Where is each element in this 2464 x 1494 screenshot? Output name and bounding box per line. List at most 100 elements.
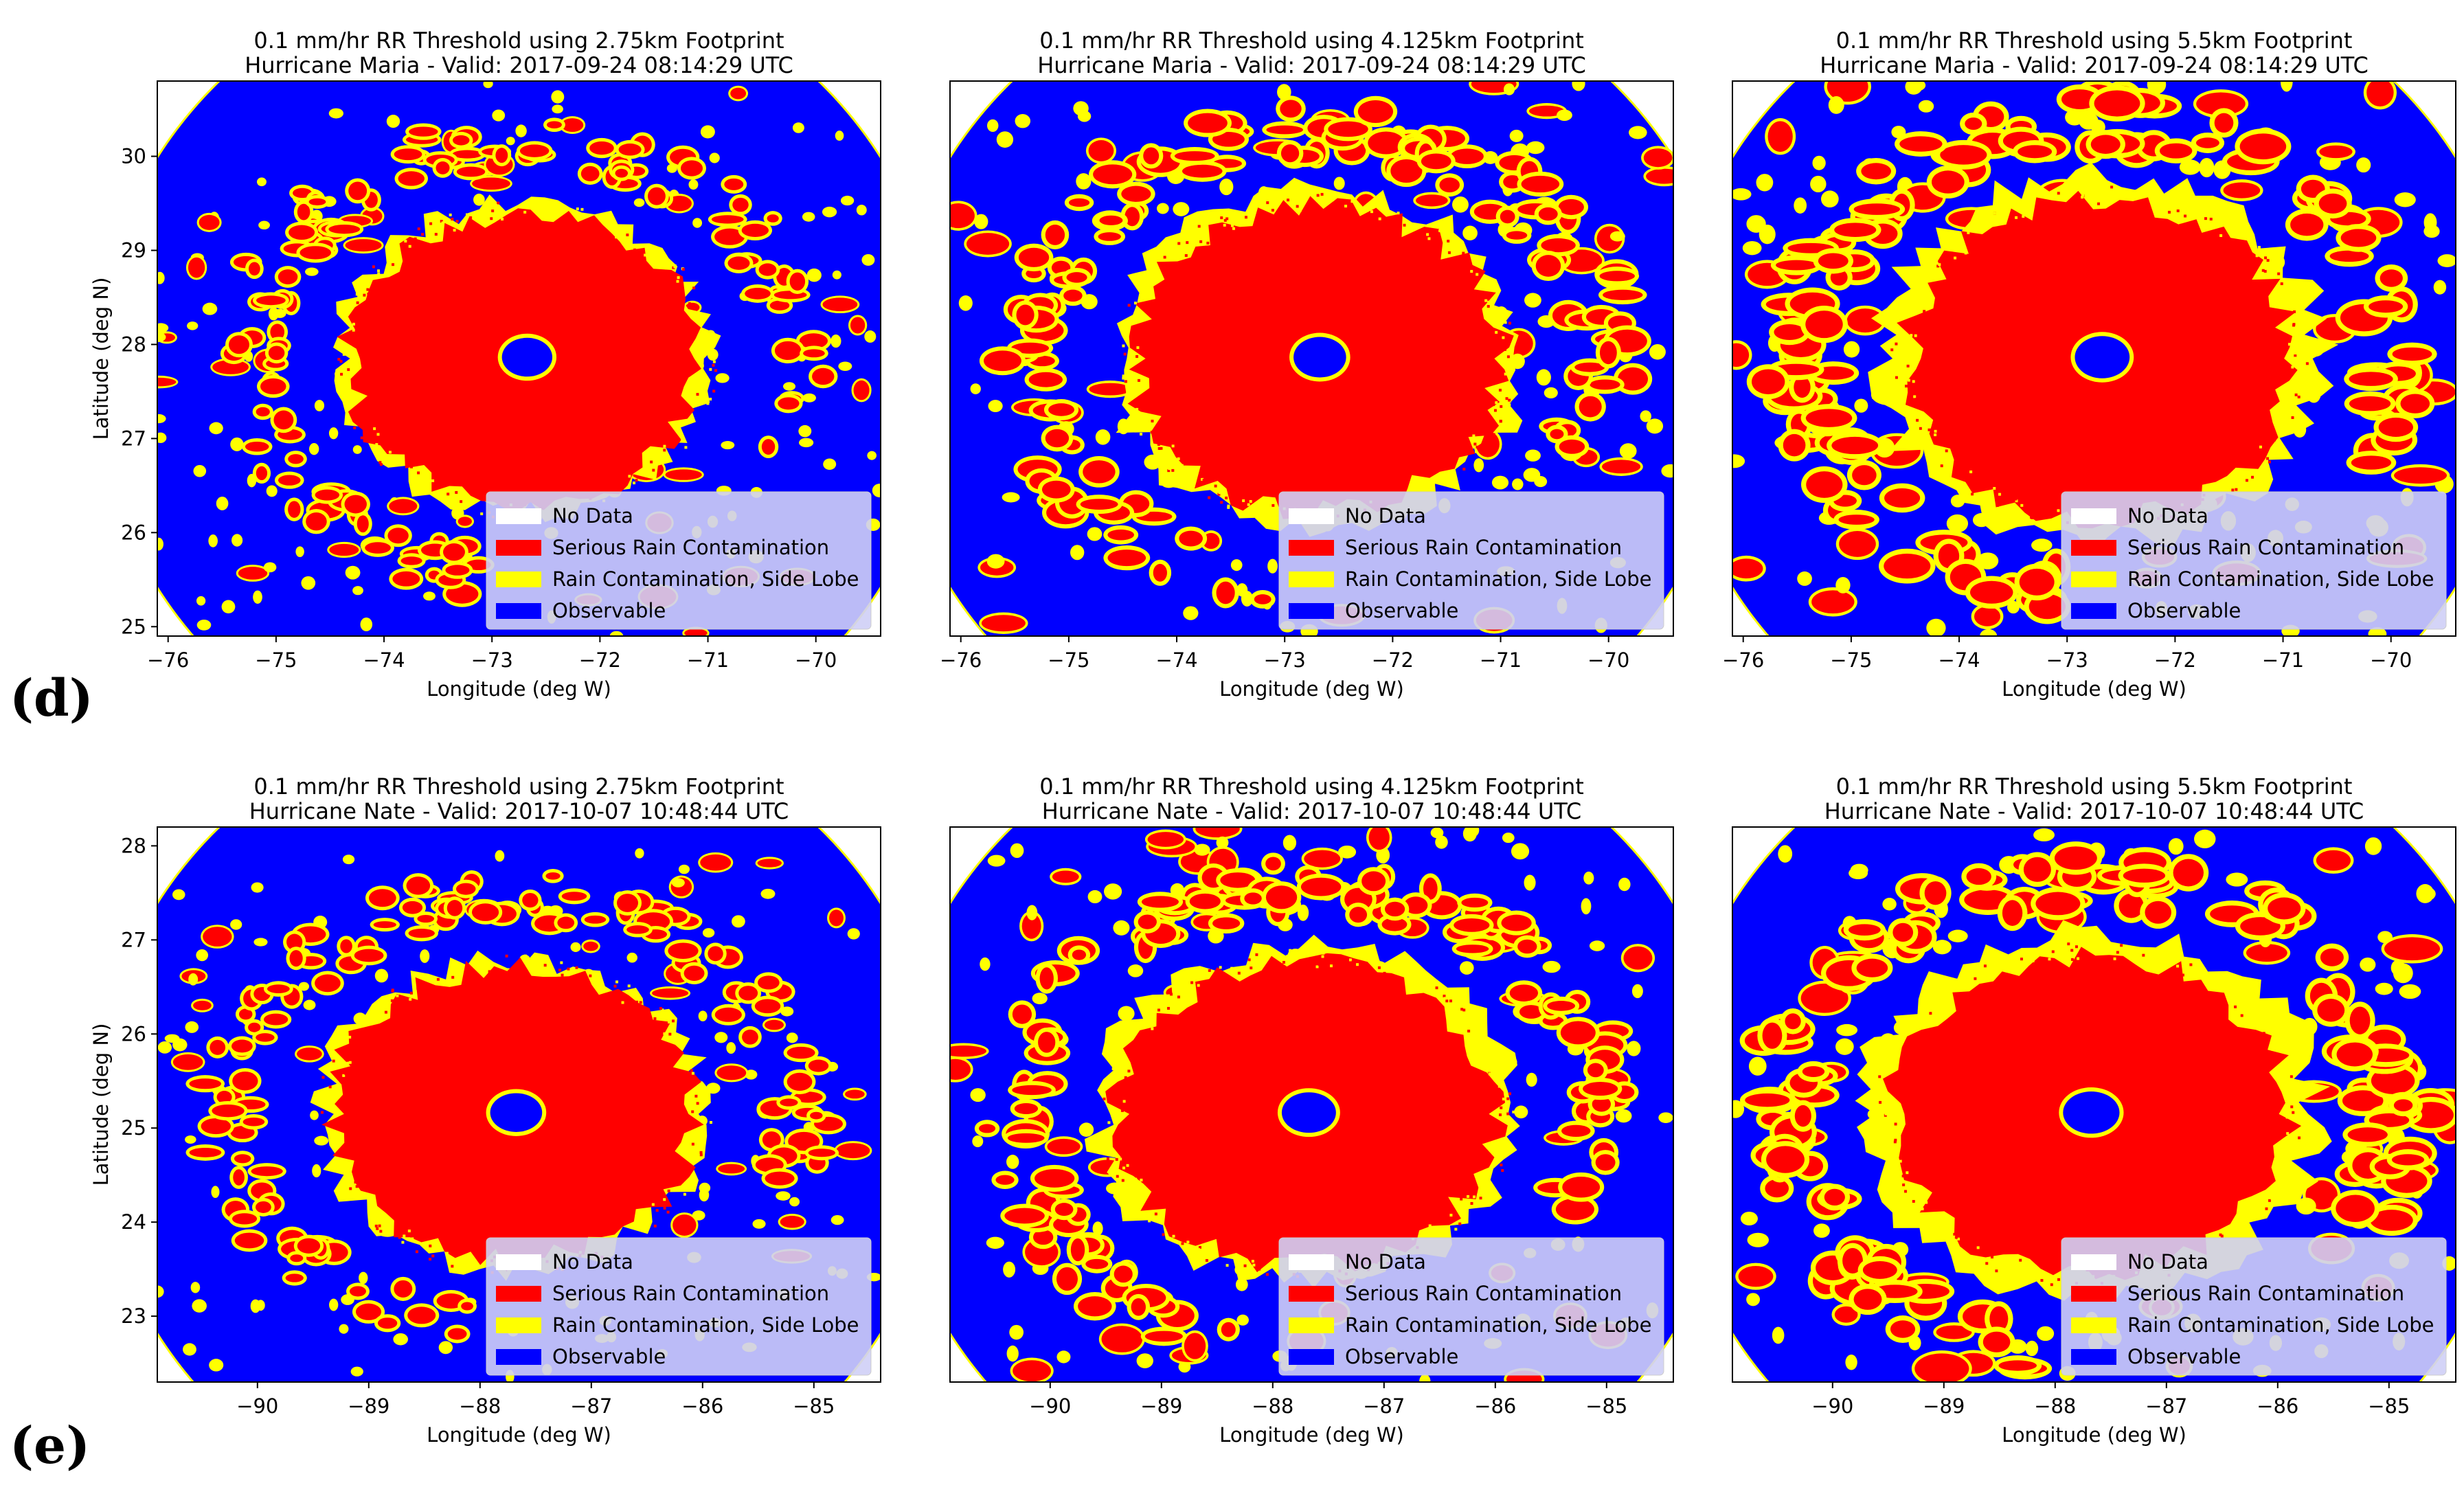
x-axis-label: Longitude (deg W) xyxy=(1219,1423,1404,1447)
edge-speckle xyxy=(1895,342,1898,346)
rain-cell-edge xyxy=(2281,81,2293,92)
band-cell xyxy=(1599,341,1617,365)
band-cell xyxy=(1048,403,1074,416)
band-cell xyxy=(2380,269,2403,287)
edge-speckle xyxy=(2279,1079,2282,1083)
chart-panel-d-3: −76 −75 −74 −73 −72 −71 −700.1 mm/hr RR Thresh… xyxy=(1722,27,2456,701)
legend-box xyxy=(486,491,872,630)
edge-speckle xyxy=(694,1094,698,1098)
edge-speckle xyxy=(1899,353,1902,356)
x-tick-label: −88 xyxy=(459,1394,501,1418)
axes-frame xyxy=(949,826,1674,1383)
edge-speckle xyxy=(2282,292,2285,295)
band-cell xyxy=(232,1213,258,1225)
edge-speckle xyxy=(1168,467,1171,471)
edge-speckle xyxy=(592,227,596,231)
edge-speckle xyxy=(2045,514,2048,517)
edge-speckle xyxy=(701,1120,705,1124)
edge-speckle xyxy=(567,967,570,971)
band-cell xyxy=(1805,409,1853,427)
band-cell xyxy=(810,1111,823,1120)
rain-cell-edge xyxy=(1087,890,1103,904)
band-cell xyxy=(812,367,835,385)
band-cell xyxy=(229,335,249,354)
rain-cell-edge xyxy=(386,115,400,128)
edge-speckle xyxy=(564,214,567,218)
band-cell xyxy=(788,1131,820,1151)
band-cell xyxy=(711,215,744,224)
rain-cell-edge xyxy=(157,271,165,284)
edge-speckle xyxy=(1957,1237,1960,1241)
rain-cell-edge xyxy=(2168,838,2184,855)
edge-speckle xyxy=(1460,1197,1463,1201)
band-cell xyxy=(522,892,539,908)
edge-speckle xyxy=(356,291,359,295)
band-cell xyxy=(1595,1154,1616,1171)
legend-label: Observable xyxy=(1345,1345,1458,1368)
edge-speckle xyxy=(354,1180,357,1184)
x-tick-label: −72 xyxy=(2154,648,2196,672)
edge-speckle xyxy=(1895,1191,1899,1195)
edge-speckle xyxy=(692,286,696,290)
rain-cell-edge xyxy=(185,1135,196,1144)
rain-cell xyxy=(950,1059,971,1080)
band-cell xyxy=(398,171,425,186)
edge-speckle xyxy=(1901,372,1904,376)
rain-cell xyxy=(2384,937,2441,961)
edge-speckle xyxy=(576,207,579,211)
rain-cell-edge xyxy=(1583,871,1594,885)
band-cell xyxy=(1357,100,1394,123)
band-cell xyxy=(344,495,367,514)
band-cell xyxy=(270,324,285,341)
band-cell xyxy=(268,346,285,361)
edge-speckle xyxy=(2138,952,2142,955)
y-tick-label: 30 xyxy=(121,145,146,168)
edge-speckle xyxy=(1489,1145,1493,1148)
y-tick-label: 24 xyxy=(121,1210,146,1234)
edge-speckle xyxy=(431,1254,435,1258)
band-cell xyxy=(1587,1063,1604,1078)
edge-speckle xyxy=(440,220,443,223)
x-tick-label: −75 xyxy=(1048,648,1089,672)
edge-speckle xyxy=(1321,955,1324,958)
band-cell xyxy=(767,214,779,223)
edge-speckle xyxy=(394,1003,397,1006)
band-cell xyxy=(2349,396,2391,411)
band-cell xyxy=(1884,488,1921,508)
edge-speckle xyxy=(1160,446,1163,450)
edge-speckle xyxy=(431,479,435,482)
edge-speckle xyxy=(1243,1264,1247,1267)
edge-speckle xyxy=(661,1008,664,1012)
edge-speckle xyxy=(1462,1008,1466,1012)
edge-speckle xyxy=(1461,1019,1465,1022)
rain-cell xyxy=(1732,343,1750,367)
edge-speckle xyxy=(1879,1100,1882,1104)
band-cell xyxy=(2393,1099,2413,1111)
edge-speckle xyxy=(696,1102,699,1105)
x-tick-label: −71 xyxy=(2262,648,2304,672)
rain-cell-edge xyxy=(339,1324,349,1334)
edge-speckle xyxy=(2294,356,2297,360)
edge-speckle xyxy=(377,269,381,273)
edge-speckle xyxy=(560,961,563,964)
edge-speckle xyxy=(1268,207,1271,210)
edge-speckle xyxy=(1906,364,1910,367)
rain-cell xyxy=(1052,870,1079,883)
edge-speckle xyxy=(1487,1056,1490,1060)
edge-speckle xyxy=(628,475,631,478)
edge-speckle xyxy=(2125,202,2129,205)
edge-speckle xyxy=(411,978,415,982)
edge-speckle xyxy=(1208,969,1211,972)
band-cell xyxy=(288,454,304,464)
edge-speckle xyxy=(1161,1004,1164,1007)
edge-speckle xyxy=(1124,380,1128,383)
edge-speckle xyxy=(352,328,355,332)
band-cell xyxy=(2023,857,2051,882)
rain-cell-edge xyxy=(1812,155,1826,170)
edge-speckle xyxy=(691,1110,694,1113)
legend-label: No Data xyxy=(552,1250,633,1274)
edge-speckle xyxy=(2266,259,2270,262)
rain-cell xyxy=(1415,194,1448,207)
